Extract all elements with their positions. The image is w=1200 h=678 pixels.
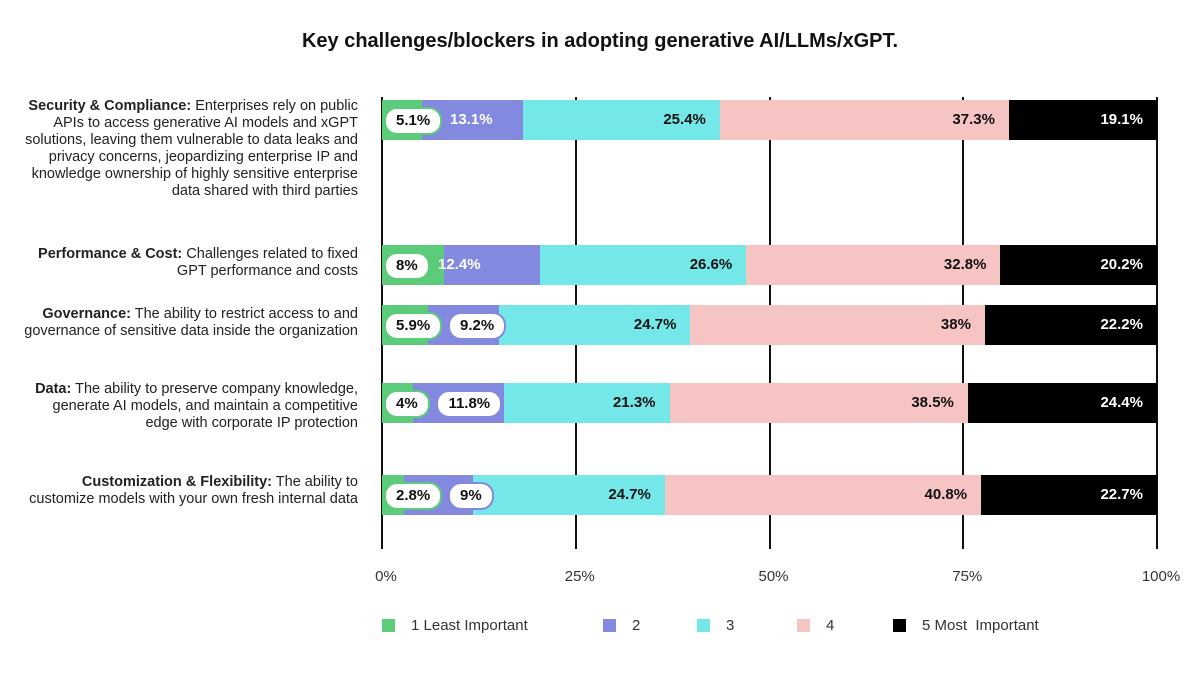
category-title: Customization & Flexibility: [81,474,273,490]
legend-swatch [382,619,395,632]
legend-item: 1 Least Important [382,617,528,634]
category-description: Challenges related to fixed GPT performa… [176,246,358,279]
legend-item: 5 Most Important [893,617,1039,634]
x-tick-label: 50% [758,568,789,585]
legend-swatch [603,619,616,632]
data-label: 37.3% [952,111,995,128]
bar-segment [719,100,1010,140]
bar-segment [1000,245,1158,285]
data-label: 25.4% [663,111,706,128]
data-label: 21.3% [612,394,656,411]
category-label: Performance & Cost: Challenges related t… [18,246,358,280]
data-label: 32.8% [943,256,987,273]
category-label: Data: The ability to preserve company kn… [18,381,358,432]
data-label: 5.1% [384,107,443,135]
data-label: 11.8% [436,390,503,418]
data-label: 2.8% [384,482,443,510]
bar-segment [523,100,721,140]
x-tick-label: 0% [375,568,397,585]
data-label: 5.9% [384,312,443,340]
category-description: The ability to preserve company knowledg… [52,381,358,431]
legend-swatch [893,619,906,632]
category-description: The ability to restrict access to and go… [24,306,358,339]
data-label: 12.4% [438,256,481,273]
category-title: Security & Compliance: [28,98,192,114]
legend-label: 3 [726,617,735,634]
category-label: Customization & Flexibility: The ability… [18,474,358,508]
legend-item: 3 [697,617,734,634]
x-tick-label: 75% [952,568,983,585]
legend-swatch [797,619,810,632]
bar-segment [540,245,747,285]
category-title: Governance: [42,306,131,322]
bar-segment [473,475,666,515]
legend-label: 1 Least Important [411,617,528,634]
data-label: 24.4% [1100,394,1143,411]
data-label: 20.2% [1100,256,1143,273]
bar-segment [669,383,969,423]
legend-label: 2 [632,617,641,634]
data-label: 24.7% [633,316,677,333]
data-label: 38% [940,316,971,333]
bar-segment [664,475,982,515]
data-label: 22.7% [1100,486,1143,503]
x-tick-label: 100% [1141,568,1181,585]
data-label: 24.7% [608,486,651,503]
category-label: Security & Compliance: Enterprises rely … [18,98,358,200]
data-label: 26.6% [689,256,733,273]
legend-label: 5 Most Important [922,617,1039,634]
x-tick-label: 25% [564,568,595,585]
chart-title: Key challenges/blockers in adopting gene… [301,30,899,52]
bar-segment [967,383,1158,423]
bar-segment [504,383,670,423]
bar-segment [1008,100,1158,140]
legend-label: 4 [826,617,835,634]
category-title: Performance & Cost: [38,246,183,262]
bar-segment [984,305,1158,345]
bar-segment [499,305,691,345]
legend-item: 2 [603,617,640,634]
data-label: 38.5% [911,394,954,411]
legend-swatch [697,619,710,632]
data-label: 22.2% [1100,316,1143,333]
data-label: 9.2% [448,312,507,340]
bar-segment [444,245,541,285]
data-label: 19.1% [1100,111,1143,128]
bar-segment [981,475,1158,515]
data-label: 40.8% [924,486,968,503]
category-title: Data: [35,381,72,397]
data-label: 13.1% [450,111,493,128]
data-label: 4% [384,390,430,418]
data-label: 8% [384,252,430,280]
category-description: Enterprises rely on public APIs to acces… [25,98,358,199]
bar-segment [746,245,1001,285]
category-description: The ability to customize models with you… [29,474,358,507]
bar-segment [690,305,986,345]
data-label: 9% [448,482,494,510]
category-label: Governance: The ability to restrict acce… [18,306,358,340]
legend-item: 4 [797,617,834,634]
